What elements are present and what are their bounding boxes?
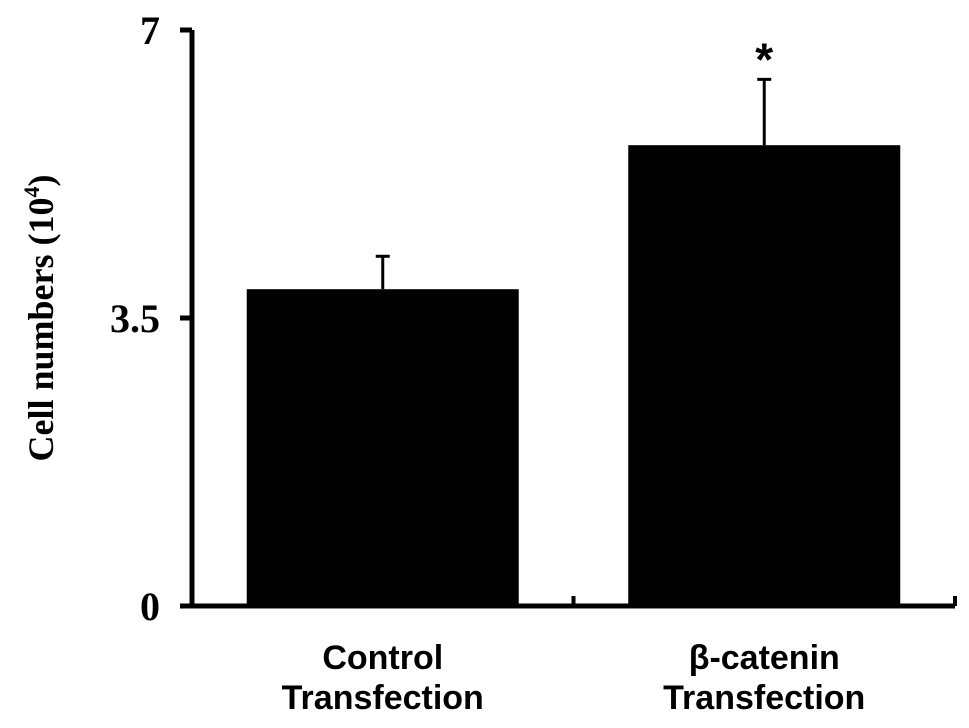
x-tick-label-line: Transfection — [663, 679, 865, 717]
y-axis: 03.57 — [110, 8, 195, 629]
bar — [246, 289, 519, 606]
x-tick-label-line: Control — [322, 639, 443, 677]
x-tick-label-line: Transfection — [282, 679, 484, 717]
x-ticks — [571, 596, 957, 606]
x-tick-label: β-catenin Transfection — [663, 639, 865, 717]
x-tick-label: Control Transfection — [282, 639, 484, 717]
y-axis-title-main: Cell numbers (10 — [21, 198, 61, 462]
bars — [246, 145, 901, 606]
y-tick-label: 0 — [140, 584, 160, 629]
significance-marker: * — [755, 33, 773, 85]
y-axis-title-close: ) — [21, 175, 61, 187]
y-axis-title-superscript: 4 — [19, 187, 44, 198]
y-axis-title: Cell numbers (104) — [19, 175, 61, 462]
y-tick-label: 7 — [140, 8, 160, 53]
y-tick-label: 3.5 — [110, 296, 160, 341]
y-ticks: 03.57 — [110, 8, 192, 629]
error-bars: * — [375, 33, 773, 290]
x-tick-label-line: β-catenin — [689, 639, 840, 677]
bar — [628, 145, 901, 606]
